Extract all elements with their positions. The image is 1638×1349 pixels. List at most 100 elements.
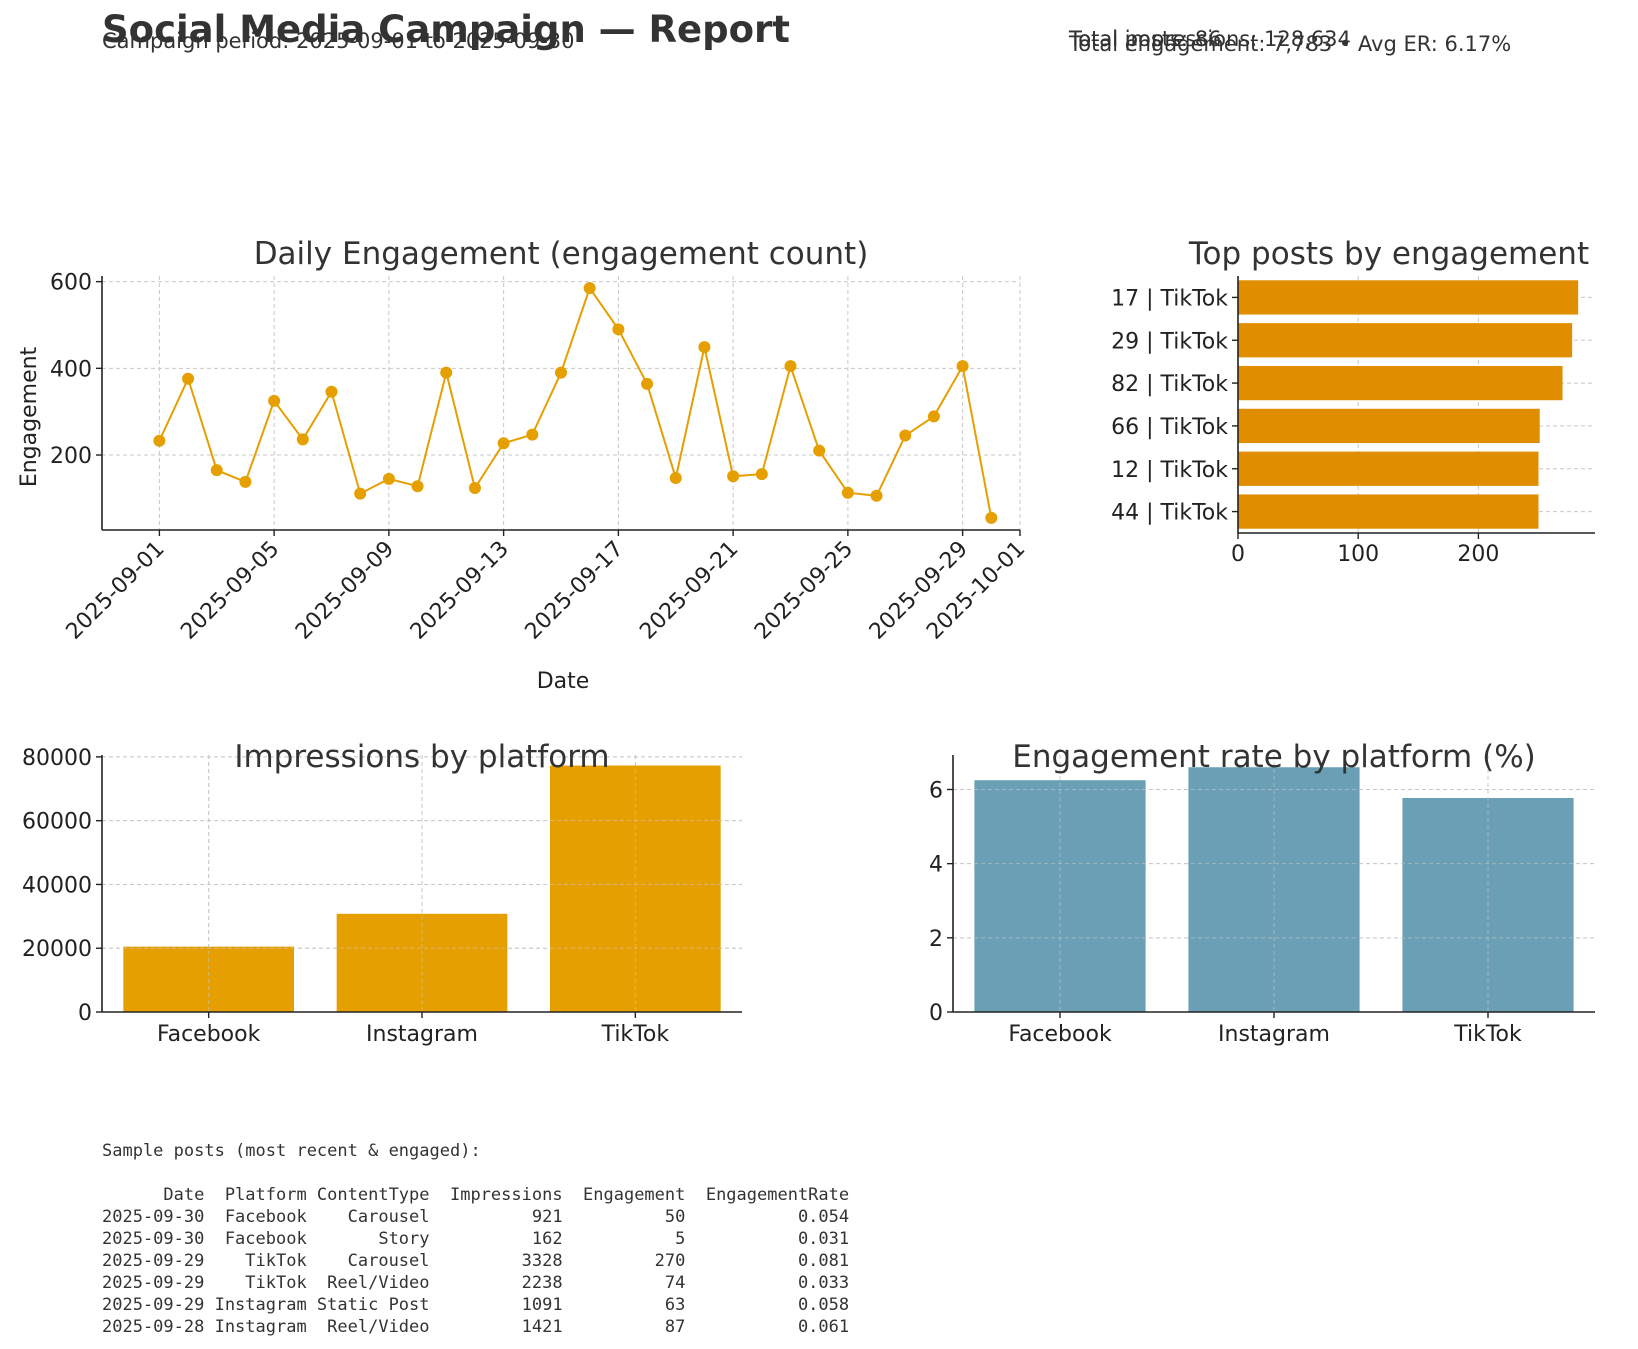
data-point <box>927 410 940 423</box>
table-row: 2025-09-28 Instagram Reel/Video 1421 87 0.061 <box>102 1316 849 1338</box>
data-point <box>612 323 625 336</box>
table-cell: Facebook <box>224 1229 307 1249</box>
y-tick-label: 0 <box>78 1001 92 1026</box>
data-point <box>755 468 768 481</box>
x-axis-label: Date <box>537 669 590 694</box>
data-point <box>325 385 338 398</box>
table-cell: 2025-09-29 <box>102 1273 205 1293</box>
chart-title: Engagement rate by platform (%) <box>1012 739 1536 775</box>
column-header: Impressions <box>449 1185 563 1205</box>
data-point <box>899 429 912 442</box>
data-point <box>870 489 883 502</box>
category-label: 12 | TikTok <box>1111 458 1228 483</box>
y-tick-label: 0 <box>929 1001 943 1026</box>
data-point <box>813 444 826 457</box>
data-point <box>411 480 424 493</box>
table-cell: 162 <box>531 1229 563 1249</box>
table-cell: 0.031 <box>797 1229 850 1249</box>
table-cell: Facebook <box>224 1207 307 1227</box>
report-title: Social Media Campaign — Report <box>102 8 790 51</box>
category-label: 66 | TikTok <box>1111 415 1228 440</box>
category-label: 44 | TikTok <box>1111 501 1228 526</box>
campaign-period: Campaign period: 2025-09-01 to 2025-09-3… <box>102 29 575 53</box>
data-point <box>841 486 854 499</box>
y-axis-label: Engagement <box>17 346 42 487</box>
table-cell: 2025-09-29 <box>102 1295 205 1315</box>
kpi-total-impressions: Total impressions: 128,634 <box>1069 27 1351 51</box>
y-tick-label: 200 <box>50 444 92 469</box>
data-point <box>354 487 367 500</box>
category-label: Facebook <box>1008 1022 1112 1047</box>
category-label: 82 | TikTok <box>1111 372 1228 397</box>
y-tick-label: 60000 <box>22 810 92 835</box>
data-point <box>956 360 969 373</box>
data-point <box>583 282 596 295</box>
chart-title: Impressions by platform <box>234 739 609 775</box>
y-tick-label: 600 <box>50 271 92 296</box>
table-cell: 1421 <box>521 1317 563 1337</box>
bar <box>1238 494 1539 529</box>
y-tick-label: 20000 <box>22 937 92 962</box>
bar <box>1238 323 1573 358</box>
y-tick-label: 6 <box>929 778 943 803</box>
table-cell: 0.033 <box>797 1273 850 1293</box>
table-row: 2025-09-29 TikTok Reel/Video 2238 74 0.033 <box>102 1272 849 1294</box>
kpi-total-engagement: Total engagement: 7,783 • Avg ER: 6.17% <box>1069 32 1512 56</box>
x-tick-label: 200 <box>1457 542 1499 567</box>
table-row: 2025-09-29 Instagram Static Post 1091 63 0.05… <box>102 1294 849 1316</box>
table-cell: 2238 <box>521 1273 563 1293</box>
table-row: 2025-09-30 Facebook Story 162 5 0.031 <box>102 1228 849 1250</box>
data-point <box>698 341 711 354</box>
chart-title: Daily Engagement (engagement count) <box>254 236 869 272</box>
table-header-row: Date Platform ContentType Impressions Engage… <box>102 1184 849 1206</box>
table-cell: 5 <box>675 1229 686 1249</box>
table-cell: Static Post <box>316 1295 430 1315</box>
table-cell: 0.081 <box>797 1251 850 1271</box>
sample-posts-caption: Sample posts (most recent & engaged): <box>102 1141 481 1161</box>
data-point <box>153 434 166 447</box>
data-point <box>727 470 740 483</box>
y-tick-label: 2 <box>929 927 943 952</box>
table-cell: 0.058 <box>797 1295 850 1315</box>
table-cell: 2025-09-30 <box>102 1207 205 1227</box>
chart-title: Top posts by engagement <box>1188 236 1589 272</box>
data-point <box>497 437 510 450</box>
table-cell: 2025-09-28 <box>102 1317 205 1337</box>
data-point <box>641 377 654 390</box>
table-row: 2025-09-30 Facebook Carousel 921 50 0.054 <box>102 1206 849 1228</box>
table-cell: Carousel <box>347 1207 430 1227</box>
x-tick-label: 0 <box>1231 542 1245 567</box>
bar <box>1238 408 1540 444</box>
table-cell: TikTok <box>245 1273 307 1293</box>
column-header: Platform <box>224 1185 307 1205</box>
category-label: Instagram <box>1218 1022 1330 1047</box>
table-body: 2025-09-30 Facebook Carousel 921 50 0.054 2025… <box>102 1206 849 1338</box>
data-point <box>382 472 395 485</box>
category-label: Instagram <box>366 1022 478 1047</box>
table-cell: 2025-09-29 <box>102 1251 205 1271</box>
table-cell: 50 <box>664 1207 686 1227</box>
data-point <box>296 433 309 446</box>
data-point <box>784 360 797 373</box>
y-tick-label: 4 <box>929 853 943 878</box>
data-point <box>468 481 481 494</box>
table-cell: 2025-09-30 <box>102 1229 205 1249</box>
table-cell: 1091 <box>521 1295 563 1315</box>
data-point <box>526 428 539 441</box>
table-cell: Story <box>378 1229 430 1249</box>
table-cell: Carousel <box>347 1251 430 1271</box>
bar <box>1238 451 1539 486</box>
table-cell: Reel/Video <box>327 1317 430 1337</box>
data-point <box>268 394 281 407</box>
y-tick-label: 80000 <box>22 746 92 771</box>
data-point <box>985 511 998 524</box>
column-header: Engagement <box>583 1185 686 1205</box>
table-cell: 0.054 <box>797 1207 850 1227</box>
category-label: Facebook <box>157 1022 261 1047</box>
table-cell: 63 <box>664 1295 686 1315</box>
kpi-total-posts: Total posts: 86 <box>1069 27 1222 51</box>
table-row: 2025-09-29 TikTok Carousel 3328 270 0.081 <box>102 1250 849 1272</box>
table-cell: 3328 <box>521 1251 563 1271</box>
